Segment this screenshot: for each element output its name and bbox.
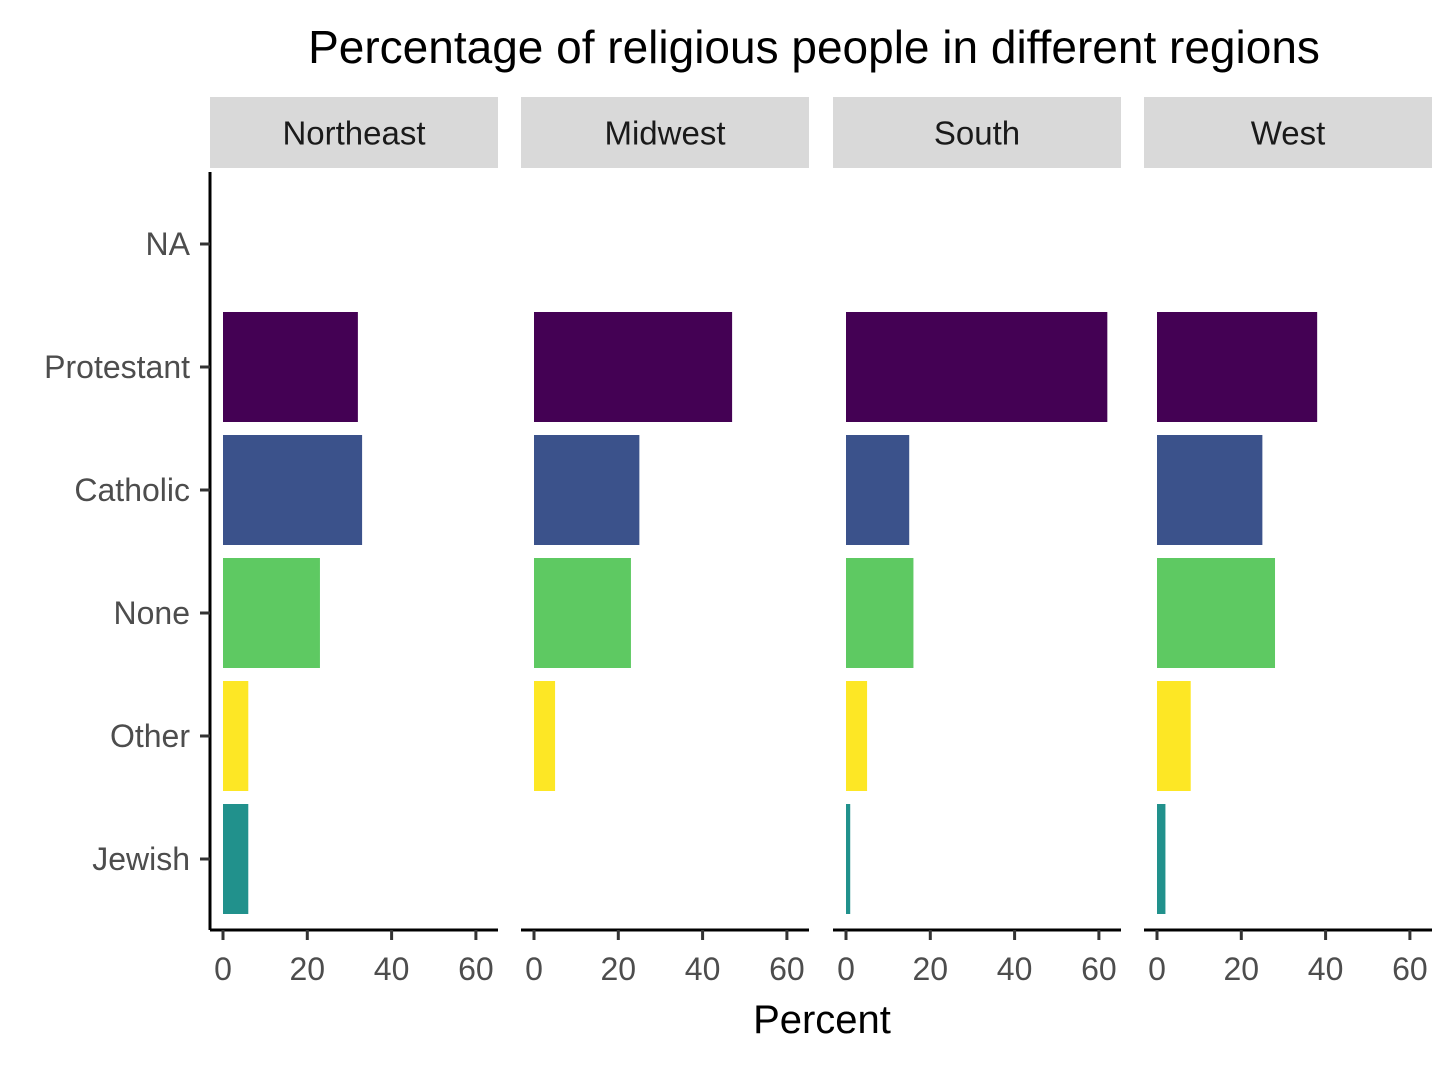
bar-northeast-none	[223, 558, 320, 668]
x-tick-label-west-60: 60	[1392, 951, 1428, 987]
y-tick-label-protestant: Protestant	[44, 349, 190, 385]
bar-west-catholic	[1157, 435, 1263, 545]
panel-northeast: Northeast 0 20 40 60	[210, 97, 498, 987]
x-tick-label-south-60: 60	[1081, 951, 1117, 987]
x-tick-label-midwest-40: 40	[685, 951, 721, 987]
y-tick-label-other: Other	[110, 718, 190, 754]
bar-west-other	[1157, 681, 1191, 791]
bar-south-other	[846, 681, 868, 791]
x-tick-label-northeast-0: 0	[214, 951, 232, 987]
bar-northeast-protestant	[223, 312, 358, 422]
bar-northeast-jewish	[223, 804, 249, 914]
x-tick-label-south-20: 20	[913, 951, 949, 987]
x-tick-label-midwest-60: 60	[769, 951, 805, 987]
chart-title: Percentage of religious people in differ…	[308, 21, 1320, 73]
x-tick-label-west-0: 0	[1148, 951, 1166, 987]
y-tick-label-none: None	[114, 595, 191, 631]
bar-south-catholic	[846, 435, 910, 545]
x-tick-label-northeast-60: 60	[458, 951, 494, 987]
strip-label-south: South	[934, 115, 1020, 152]
strip-south	[833, 97, 1121, 168]
strip-west	[1144, 97, 1432, 168]
bar-northeast-catholic	[223, 435, 363, 545]
x-tick-label-northeast-40: 40	[374, 951, 410, 987]
x-tick-label-west-20: 20	[1224, 951, 1260, 987]
strip-label-west: West	[1251, 115, 1326, 152]
bar-west-none	[1157, 558, 1276, 668]
x-tick-label-south-0: 0	[837, 951, 855, 987]
x-tick-label-midwest-20: 20	[601, 951, 637, 987]
strip-midwest	[521, 97, 809, 168]
x-tick-label-south-40: 40	[997, 951, 1033, 987]
bar-south-protestant	[846, 312, 1108, 422]
panel-south: South 0 20 40 60	[833, 97, 1121, 987]
bar-south-none	[846, 558, 914, 668]
chart-panels: Northeast 0 20 40 60 Midwest 0 20 40 60 South 0 20 40…	[210, 97, 1432, 987]
y-tick-label-catholic: Catholic	[74, 472, 190, 508]
y-axis: NA Protestant Catholic None Other Jewish	[44, 172, 212, 930]
x-tick-label-northeast-20: 20	[290, 951, 326, 987]
bar-west-protestant	[1157, 312, 1318, 422]
y-tick-label-jewish: Jewish	[92, 841, 190, 877]
strip-northeast	[210, 97, 498, 168]
panel-west: West 0 20 40 60	[1144, 97, 1432, 987]
panel-midwest: Midwest 0 20 40 60	[521, 97, 809, 987]
strip-label-northeast: Northeast	[282, 115, 425, 152]
bar-midwest-other	[534, 681, 556, 791]
bar-west-jewish	[1157, 804, 1166, 914]
bar-midwest-none	[534, 558, 631, 668]
x-tick-label-west-40: 40	[1308, 951, 1344, 987]
x-axis-title: Percent	[753, 998, 891, 1042]
y-tick-label-na: NA	[146, 226, 191, 262]
bar-south-jewish	[846, 804, 851, 914]
bar-midwest-protestant	[534, 312, 733, 422]
x-tick-label-midwest-0: 0	[525, 951, 543, 987]
bar-northeast-other	[223, 681, 249, 791]
bar-midwest-catholic	[534, 435, 640, 545]
strip-label-midwest: Midwest	[604, 115, 725, 152]
